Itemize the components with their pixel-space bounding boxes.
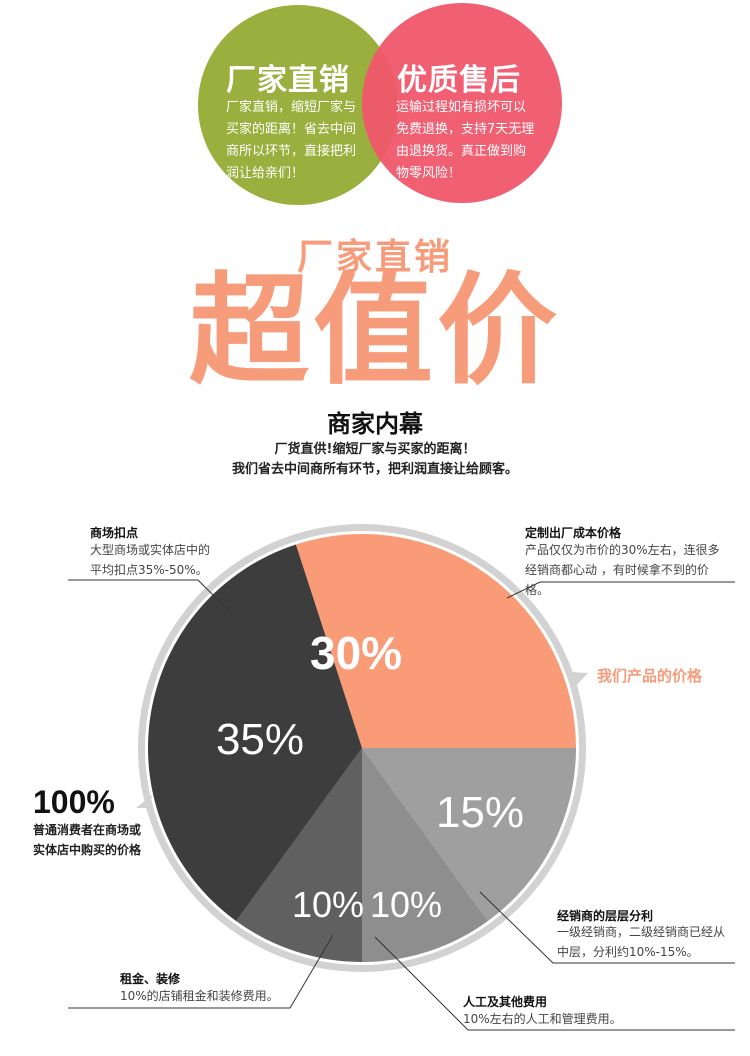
- callout-pointer-100: [136, 795, 152, 808]
- circle-text-service: 运输过程如有损坏可以免费退换，支持7天无理由退换货。真正做到购物零风险！: [396, 100, 535, 181]
- headline-small: 厂家直销: [296, 237, 453, 278]
- red-circle: [362, 3, 562, 203]
- label-15-title: 经销商的层层分利: [557, 909, 654, 923]
- pie-label-30: 30%: [310, 627, 403, 679]
- label-15-desc: 一级经销商，二级经销商已经从中层，分利约10%-15%。: [557, 925, 726, 959]
- label-30-desc: 产品仅仅为市价的30%左右，连很多经销商都心动 ，有时候拿不到的价格。: [525, 543, 720, 597]
- section-title: 商家内幕: [327, 410, 423, 438]
- leader-line-15: [479, 891, 735, 964]
- pie-slice-4: [147, 544, 362, 922]
- pie-slice-2: [362, 748, 488, 962]
- label-10-right-title: 人工及其他费用: [463, 995, 548, 1009]
- headline-big: 超值价: [189, 262, 561, 401]
- callout-pointer-orange: [570, 672, 588, 690]
- leader-line-10-left: [68, 934, 334, 1009]
- label-30-title: 定制出厂成本价格: [525, 526, 622, 540]
- pie-label-15: 15%: [435, 788, 525, 837]
- circle-title-service: 优质售后: [397, 63, 521, 98]
- label-35-desc: 大型商场或实体店中的平均扣点35%-50%。: [90, 543, 211, 577]
- section-line-1: 厂货直供!缩短厂家与买家的距离！: [274, 442, 476, 457]
- total-label: 100%: [33, 784, 115, 820]
- pie-slice-1: [362, 748, 576, 922]
- section-line-2: 我们省去中间商所有环节，把利润直接让给顾客。: [231, 462, 518, 477]
- green-circle: [198, 5, 398, 205]
- pie-slice-0: [295, 534, 576, 748]
- leader-line-30: [506, 581, 735, 599]
- label-10-right-desc: 10%左右的人工和管理费用。: [463, 1012, 622, 1026]
- total-desc: 普通消费者在商场或实体店中购买的价格: [33, 823, 142, 857]
- pie-label-10-left: 10%: [291, 884, 365, 925]
- label-10-left-desc: 10%的店铺租金和装修费用。: [120, 989, 279, 1003]
- pie-slice-3: [236, 748, 362, 962]
- pie-chart: [147, 534, 576, 962]
- callout-our-price: 我们产品的价格: [597, 667, 703, 685]
- pie-label-10-right: 10%: [369, 884, 443, 925]
- circle-text-direct: 厂家直销，缩短厂家与买家的距离！省去中间商所以环节，直接把利润让给亲们！: [226, 100, 357, 181]
- circle-title-direct: 厂家直销: [226, 63, 350, 98]
- leader-line-35: [68, 579, 229, 611]
- pie-label-35: 35%: [215, 715, 305, 764]
- label-35-title: 商场扣点: [90, 526, 139, 540]
- label-10-left-title: 租金、装修: [120, 972, 181, 986]
- leader-lines: [68, 579, 735, 1031]
- leader-line-10-right: [374, 936, 735, 1031]
